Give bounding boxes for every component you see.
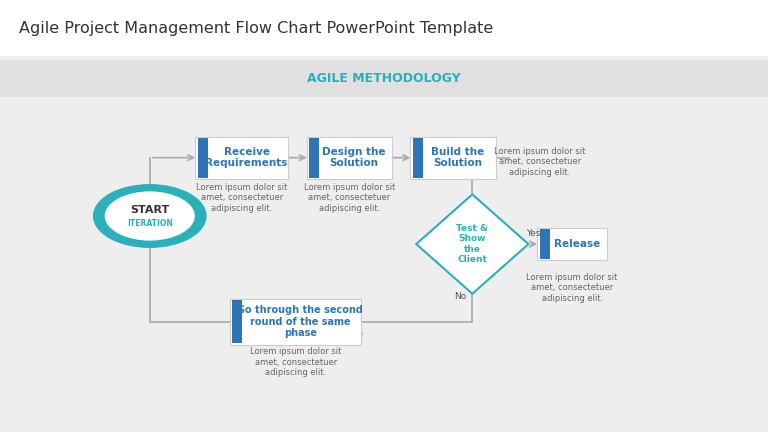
Text: Lorem ipsum dolor sit
amet, consectetuer
adipiscing elit.: Lorem ipsum dolor sit amet, consectetuer…	[250, 347, 341, 377]
FancyBboxPatch shape	[0, 60, 768, 97]
FancyBboxPatch shape	[309, 138, 319, 178]
Text: Agile Project Management Flow Chart PowerPoint Template: Agile Project Management Flow Chart Powe…	[19, 21, 494, 35]
FancyBboxPatch shape	[197, 138, 207, 178]
Polygon shape	[416, 194, 528, 294]
Text: START: START	[130, 205, 170, 216]
Text: Yes: Yes	[526, 229, 540, 238]
FancyBboxPatch shape	[538, 228, 607, 260]
FancyBboxPatch shape	[410, 137, 496, 179]
Text: Lorem ipsum dolor sit
amet, consectetuer
adipiscing elit.: Lorem ipsum dolor sit amet, consectetuer…	[527, 273, 617, 303]
FancyBboxPatch shape	[230, 299, 362, 345]
Text: Test &
Show
the
Client: Test & Show the Client	[456, 224, 488, 264]
Text: AGILE METHODOLOGY: AGILE METHODOLOGY	[307, 72, 461, 85]
FancyBboxPatch shape	[232, 300, 243, 343]
FancyBboxPatch shape	[195, 137, 289, 179]
FancyBboxPatch shape	[307, 137, 392, 179]
FancyBboxPatch shape	[412, 138, 422, 178]
Text: Design the
Solution: Design the Solution	[323, 147, 386, 168]
FancyBboxPatch shape	[539, 229, 550, 259]
Text: Receive
Requirements: Receive Requirements	[205, 147, 288, 168]
FancyBboxPatch shape	[0, 0, 768, 56]
Text: Lorem ipsum dolor sit
amet, consectetuer
adipiscing elit.: Lorem ipsum dolor sit amet, consectetuer…	[197, 183, 287, 213]
Circle shape	[103, 190, 197, 242]
Text: Build the
Solution: Build the Solution	[431, 147, 485, 168]
Text: Release: Release	[554, 239, 600, 249]
Text: ITERATION: ITERATION	[127, 219, 173, 228]
Text: Lorem ipsum dolor sit
amet, consectetuer
adipiscing elit.: Lorem ipsum dolor sit amet, consectetuer…	[495, 147, 585, 177]
Text: Go through the second
round of the same
phase: Go through the second round of the same …	[237, 305, 363, 338]
Circle shape	[93, 184, 207, 248]
Text: No: No	[454, 292, 466, 301]
Text: Lorem ipsum dolor sit
amet, consectetuer
adipiscing elit.: Lorem ipsum dolor sit amet, consectetuer…	[304, 183, 395, 213]
